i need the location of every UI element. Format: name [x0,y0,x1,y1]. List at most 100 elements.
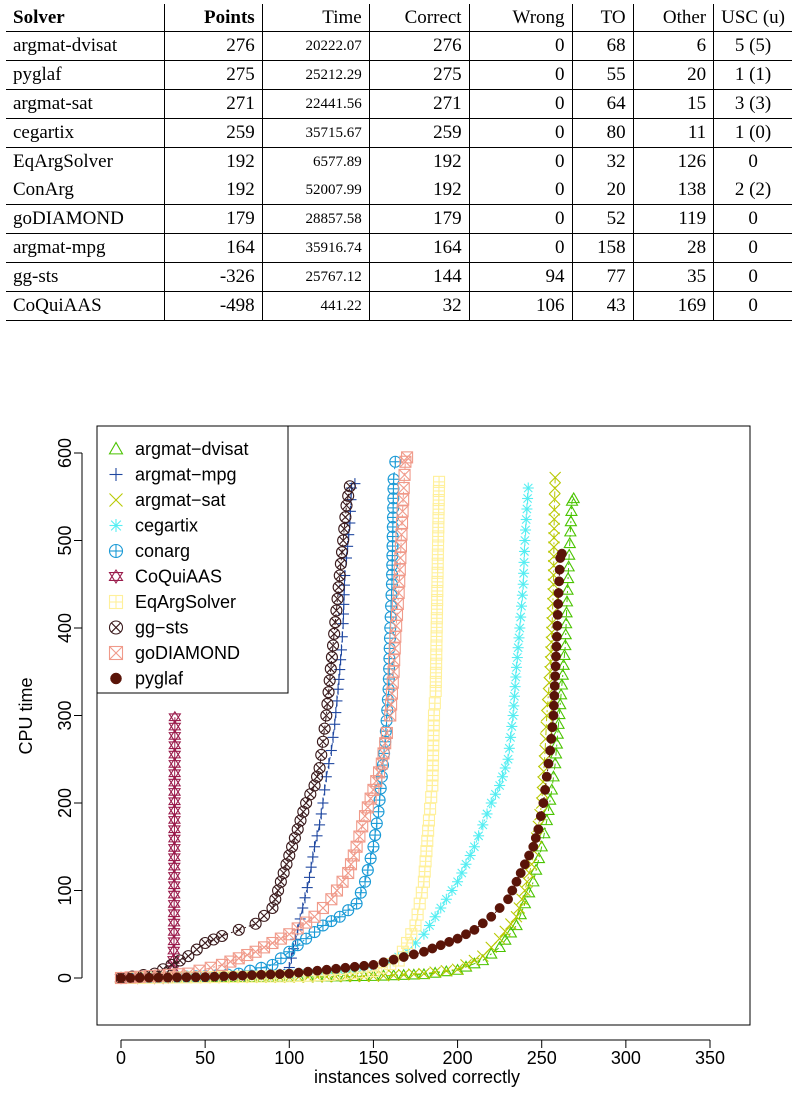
data-point [546,733,557,744]
data-point [274,952,287,965]
data-point [440,964,453,977]
cell-solver: argmat-mpg [6,233,166,263]
data-point [313,761,326,775]
data-point [237,970,248,981]
cell-to: 64 [571,89,634,119]
data-point [339,511,352,524]
data-point [153,972,164,983]
x-axis-title: instances solved correctly [314,1067,520,1087]
cell-points: 192 [164,176,263,205]
results-table-container: Solver Points Time Correct Wrong TO Othe… [6,4,792,321]
cell-points: 164 [164,233,263,263]
data-point [518,897,532,909]
cell-wrong: 0 [468,118,573,148]
data-point [333,569,346,582]
data-point [190,943,203,956]
data-point [375,757,388,770]
data-point [348,969,362,982]
cell-points: 271 [164,89,263,119]
cell-points: 276 [164,31,263,61]
data-point [426,769,439,782]
data-point [393,563,406,576]
data-point [109,493,123,507]
x-tick-label: 0 [116,1048,126,1068]
cell-time: 25212.29 [261,60,370,90]
data-point [366,969,380,981]
data-point [505,731,517,743]
data-point [507,710,519,721]
data-point [369,829,382,842]
cell-wrong: 0 [468,176,573,205]
data-point [397,968,410,981]
data-point [551,631,562,642]
data-point [162,972,173,983]
data-point [343,480,356,493]
data-point [338,598,350,610]
data-point [108,645,124,661]
data-point [561,571,575,584]
data-point [335,644,347,656]
header-to: TO [571,4,634,32]
data-point [519,535,531,546]
cell-wrong: 0 [468,233,573,263]
table-header-row: Solver Points Time Correct Wrong TO Othe… [6,4,792,32]
data-point [440,893,452,905]
data-point [510,910,523,923]
data-point [499,762,511,774]
cell-solver: gg-sts [6,262,166,292]
data-point [504,918,517,930]
data-point [377,747,390,760]
data-point [548,503,561,516]
cell-correct: 32 [368,291,470,321]
data-point [241,948,254,962]
data-point [551,641,562,652]
data-point [390,608,404,621]
data-point [553,599,564,609]
data-point [387,665,400,678]
data-point [407,968,420,981]
data-point [557,658,571,670]
data-point [452,876,464,888]
data-point [518,545,530,557]
data-point [284,968,295,979]
data-point [308,926,321,939]
data-point [513,902,526,914]
x-tick-label: 350 [695,1048,725,1068]
data-point [503,894,513,905]
data-point [427,739,440,752]
data-point [321,697,334,710]
data-point [109,468,123,481]
data-point [337,618,349,630]
cell-usc: 1 (0) [713,118,792,148]
data-point [303,966,313,977]
data-point [418,967,430,980]
data-point [303,871,315,883]
table-row: pyglaf 275 25212.29 275 0 55 20 1 (1) [6,60,792,90]
data-point [460,958,472,971]
data-point [224,955,237,968]
data-point [552,609,563,620]
data-point [473,830,485,842]
data-point [342,904,355,917]
data-point [540,784,551,795]
data-point [429,911,441,923]
data-point [548,541,560,553]
cell-wrong: 106 [468,291,573,321]
cpu-time-chart: 0 50 100 150 200 250 300 350 0 100 200 300 400 500 60… [0,400,798,1094]
cell-usc: 1 (1) [713,60,792,90]
data-point [517,578,529,590]
cell-usc: 2 (2) [713,176,792,205]
header-usc: USC (u) [713,4,792,32]
data-point [516,589,528,601]
data-point [321,964,332,975]
cell-points: 192 [164,147,263,176]
data-point [422,814,436,827]
x-tick-label: 250 [527,1048,557,1068]
cell-wrong: 0 [468,31,573,61]
legend-box [96,425,289,694]
data-point [367,840,380,853]
series-5 [114,710,182,985]
data-point [418,865,431,878]
data-point [182,950,195,963]
data-point [361,864,374,877]
